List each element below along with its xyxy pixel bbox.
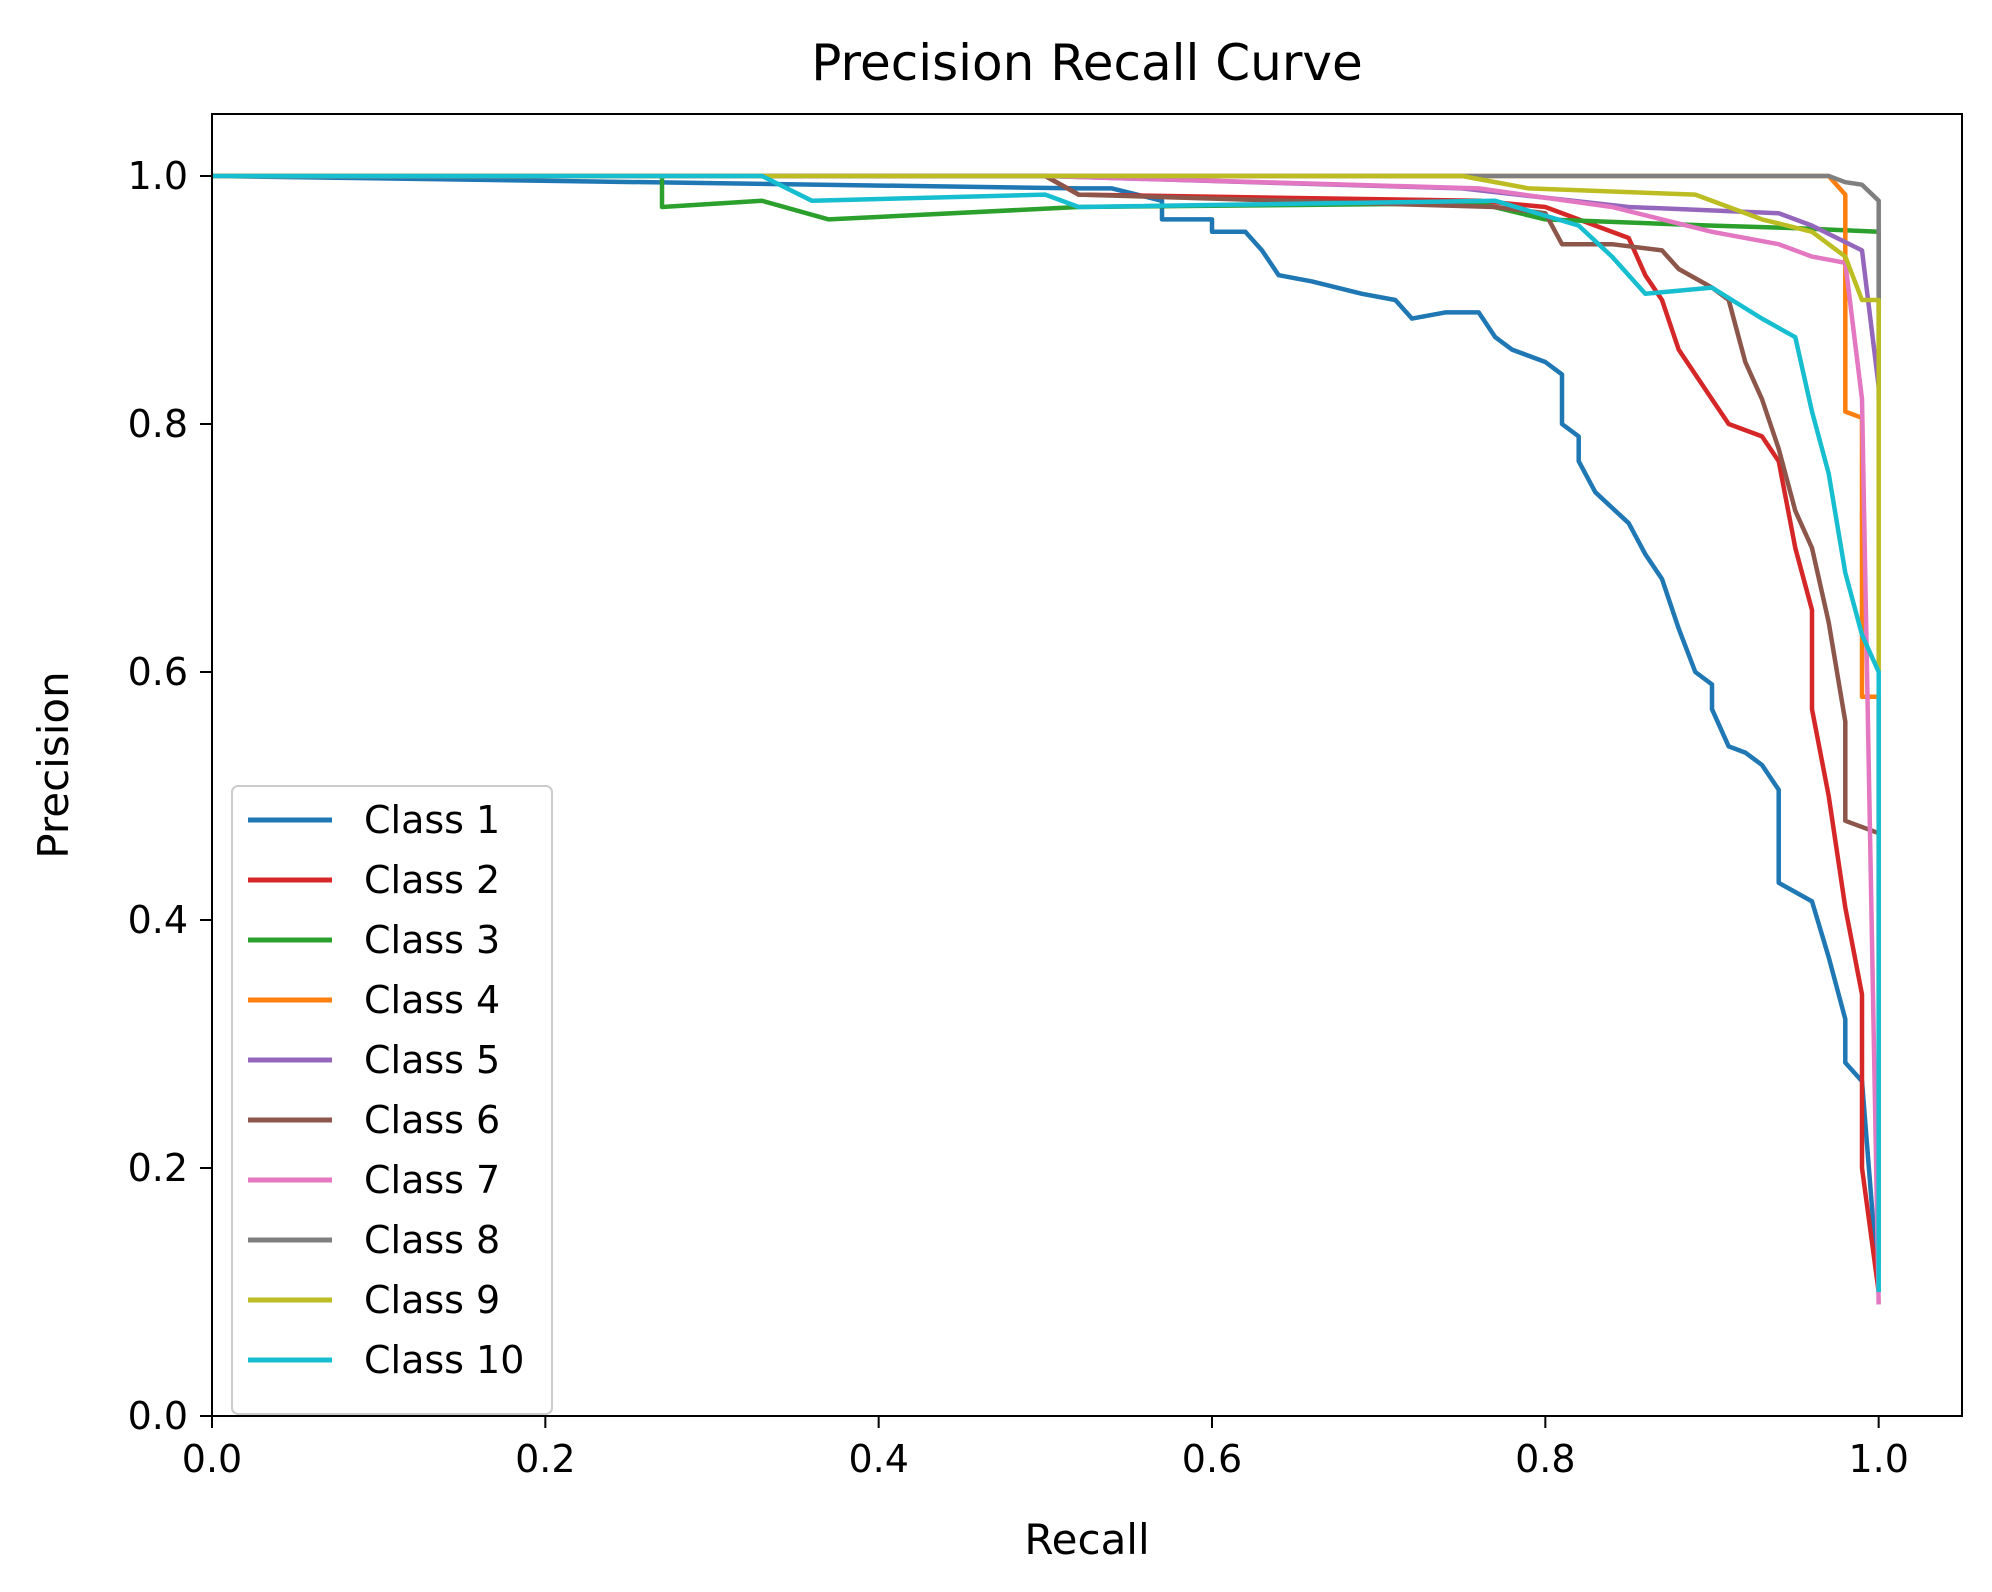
series-line-class-1: [211, 173, 1881, 1293]
y-tick-label: 0.2: [128, 1146, 188, 1190]
legend: Class 1 Class 2 Class 3 Class 4 Class 5 Class…: [231, 785, 553, 1415]
x-axis-label: Recall: [1024, 1515, 1149, 1564]
legend-box: [231, 785, 553, 1415]
plot-lines: [211, 173, 1881, 1305]
legend-label-class-6: Class 6: [364, 1098, 500, 1142]
y-tick-label: 1.0: [128, 154, 188, 198]
series-line-class-8: [212, 173, 1881, 313]
chart-title: Precision Recall Curve: [811, 34, 1363, 92]
x-tick-label: 0.4: [848, 1437, 908, 1481]
legend-label-class-7: Class 7: [364, 1158, 500, 1202]
legend-label-class-2: Class 2: [364, 858, 500, 902]
legend-label-class-4: Class 4: [364, 978, 500, 1022]
y-tick-label: 0.4: [128, 898, 188, 942]
y-tick-label: 0.8: [128, 402, 188, 446]
legend-label-class-9: Class 9: [364, 1278, 500, 1322]
x-tick-label: 0.0: [182, 1437, 242, 1481]
y-tick-label: 0.6: [128, 650, 188, 694]
legend-label-class-1: Class 1: [364, 798, 500, 842]
plot-frame: [211, 113, 1963, 1417]
x-tick-label: 1.0: [1848, 1437, 1908, 1481]
x-tick-label: 0.2: [515, 1437, 575, 1481]
y-axis-label: Precision: [29, 671, 78, 858]
series-line-class-10: [212, 173, 1881, 1292]
legend-label-class-8: Class 8: [364, 1218, 500, 1262]
series-line-class-9: [212, 173, 1881, 672]
legend-label-class-5: Class 5: [364, 1038, 500, 1082]
legend-label-class-3: Class 3: [364, 918, 500, 962]
x-tick-label: 0.8: [1515, 1437, 1575, 1481]
legend-label-class-10: Class 10: [364, 1338, 524, 1382]
series-line-class-7: [212, 173, 1881, 1305]
x-axis-ticks: 0.0 0.2 0.4 0.6 0.8 1.0: [182, 1416, 1909, 1481]
y-axis-ticks: 0.0 0.2 0.4 0.6 0.8 1.0: [128, 154, 212, 1438]
y-tick-label: 0.0: [128, 1394, 188, 1438]
x-tick-label: 0.6: [1182, 1437, 1242, 1481]
